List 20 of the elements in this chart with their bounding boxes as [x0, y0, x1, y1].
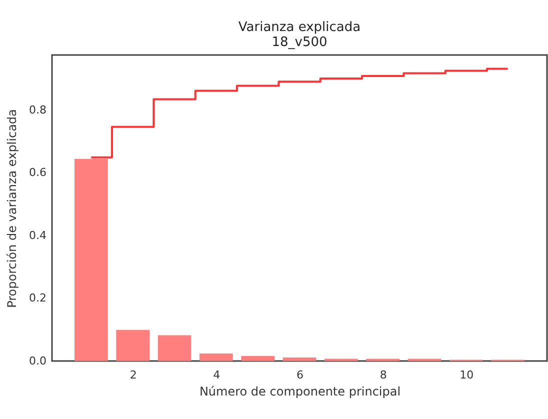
y-tick-label: 0.4 — [29, 228, 46, 242]
bar — [158, 335, 192, 361]
chart-subtitle: 18_v500 — [272, 35, 328, 50]
y-tick-label: 0.6 — [29, 166, 46, 180]
x-tick-label: 2 — [130, 368, 137, 382]
x-tick-label: 10 — [460, 368, 474, 382]
y-axis-title: Proporción de varianza explicada — [5, 109, 20, 308]
bar — [282, 358, 316, 361]
x-tick-label: 4 — [213, 368, 220, 382]
y-tick-label: 0.8 — [29, 103, 46, 116]
bar — [241, 356, 274, 361]
bar — [200, 353, 233, 361]
bar — [74, 158, 108, 361]
bar — [116, 330, 150, 361]
x-tick-label: 8 — [380, 368, 387, 382]
x-tick-label: 6 — [296, 368, 304, 382]
x-axis-title: Número de componente principal — [199, 384, 401, 398]
y-tick-label: 0.0 — [29, 354, 46, 368]
y-tick-label: 0.2 — [29, 292, 46, 305]
chart-title: Varianza explicada — [238, 20, 361, 35]
